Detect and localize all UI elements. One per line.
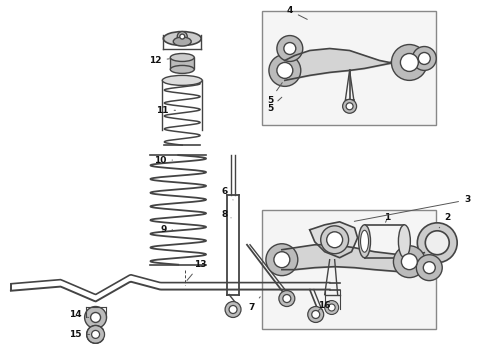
Text: 7: 7 <box>249 297 260 312</box>
Circle shape <box>393 246 425 278</box>
Text: 10: 10 <box>154 156 172 165</box>
Circle shape <box>325 301 339 315</box>
Circle shape <box>321 226 348 254</box>
Text: 2: 2 <box>439 213 450 228</box>
Circle shape <box>417 223 457 263</box>
Circle shape <box>277 36 303 62</box>
Circle shape <box>346 103 353 110</box>
Circle shape <box>327 232 343 248</box>
Text: 8: 8 <box>222 210 231 219</box>
Text: 4: 4 <box>287 6 307 19</box>
Ellipse shape <box>162 75 202 85</box>
Circle shape <box>425 231 449 255</box>
Circle shape <box>283 294 291 302</box>
Ellipse shape <box>171 66 194 73</box>
Circle shape <box>279 291 295 306</box>
Circle shape <box>274 252 290 268</box>
Circle shape <box>400 54 418 71</box>
Circle shape <box>269 54 301 86</box>
Circle shape <box>229 306 237 314</box>
Circle shape <box>312 310 319 319</box>
Circle shape <box>328 304 335 311</box>
Text: 6: 6 <box>222 188 233 200</box>
Circle shape <box>91 312 100 323</box>
Circle shape <box>87 325 104 343</box>
Circle shape <box>418 53 430 64</box>
Bar <box>262 210 436 329</box>
Text: 16: 16 <box>318 301 331 311</box>
Circle shape <box>225 302 241 318</box>
Text: 3: 3 <box>354 195 470 221</box>
Circle shape <box>343 99 357 113</box>
Circle shape <box>92 330 99 338</box>
Bar <box>262 11 436 125</box>
Text: 5: 5 <box>267 83 282 105</box>
Text: 15: 15 <box>70 330 90 339</box>
Ellipse shape <box>173 37 191 46</box>
Circle shape <box>85 306 106 328</box>
Text: 14: 14 <box>70 310 89 319</box>
Text: 9: 9 <box>160 225 172 234</box>
Text: 12: 12 <box>149 56 170 65</box>
Circle shape <box>177 32 187 41</box>
Ellipse shape <box>361 230 368 252</box>
Bar <box>171 58 194 69</box>
Circle shape <box>423 262 435 274</box>
Text: 5: 5 <box>267 97 282 113</box>
Circle shape <box>416 255 442 280</box>
Circle shape <box>392 45 427 80</box>
Circle shape <box>266 244 298 276</box>
Ellipse shape <box>171 54 194 62</box>
Circle shape <box>284 42 296 54</box>
Ellipse shape <box>398 225 410 258</box>
Circle shape <box>401 254 417 270</box>
Polygon shape <box>310 222 358 258</box>
Text: 11: 11 <box>156 106 175 115</box>
Ellipse shape <box>359 225 370 258</box>
Text: 13: 13 <box>187 260 206 280</box>
Circle shape <box>180 34 185 39</box>
Text: 1: 1 <box>384 213 391 222</box>
Circle shape <box>277 62 293 78</box>
Circle shape <box>308 306 324 323</box>
Ellipse shape <box>163 32 201 45</box>
Circle shape <box>413 46 436 71</box>
